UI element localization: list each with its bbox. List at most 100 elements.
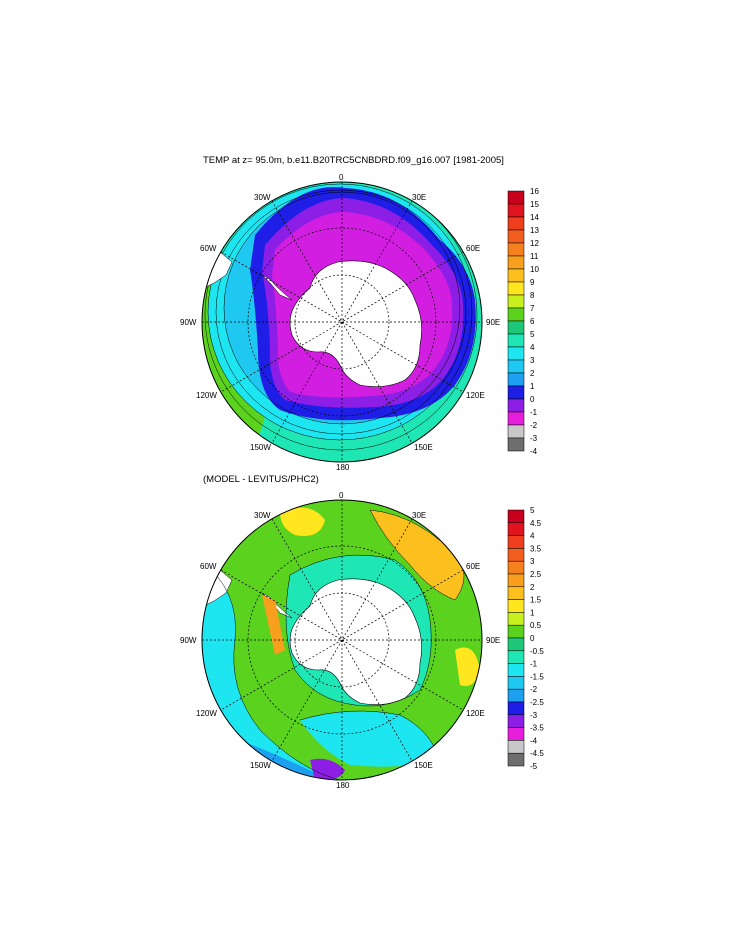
bottom-graticule: [202, 500, 482, 780]
bottom-lon-0: 0: [339, 491, 344, 500]
top-graticule: [202, 182, 482, 462]
bottom-colorbar-tick-label: 4: [530, 532, 535, 541]
top-colorbar-swatch: [507, 385, 525, 400]
top-colorbar-tick-label: 14: [530, 213, 539, 222]
bottom-colorbar-swatch: [507, 560, 525, 575]
top-colorbar-swatch: [507, 255, 525, 270]
top-colorbar-swatch: [507, 190, 525, 205]
top-colorbar-swatch: [507, 437, 525, 452]
bottom-colorbar-swatch: [507, 752, 525, 767]
top-colorbar-tick-label: 12: [530, 239, 539, 248]
bottom-colorbar-tick-label: -3: [530, 711, 538, 720]
bottom-colorbar-swatch: [507, 688, 525, 703]
bottom-colorbar-swatch: [507, 676, 525, 690]
bottom-lon-labels: 0 30E 60E 90E 120E 150E 180 150W 120W 90…: [180, 491, 500, 790]
bottom-colorbar-swatch: [507, 509, 525, 524]
bottom-colorbar-swatch: [507, 522, 525, 536]
top-colorbar-swatch: [507, 398, 525, 413]
top-colorbar-swatch: [507, 372, 525, 387]
bottom-colorbar-tick-label: -5: [530, 762, 538, 771]
bottom-colorbar-swatch: [507, 586, 525, 600]
top-colorbar-tick-label: 13: [530, 226, 539, 235]
top-colorbar-tick-label: 15: [530, 200, 539, 209]
top-colorbar-tick-label: 8: [530, 291, 535, 300]
bottom-colorbar-tick-label: -1.5: [530, 672, 544, 681]
top-colorbar-swatch: [507, 359, 525, 374]
bottom-colorbar-tick-label: 2.5: [530, 570, 542, 579]
bottom-lon-180: 180: [336, 781, 350, 790]
bottom-colorbar-swatch: [507, 663, 525, 677]
bottom-colorbar-swatch: [507, 573, 525, 588]
bottom-colorbar-tick-label: 2: [530, 583, 535, 592]
top-map-title: TEMP at z= 95.0m, b.e11.B20TRC5CNBDRD.f0…: [203, 155, 504, 166]
top-colorbar-tick-label: -4: [530, 447, 538, 456]
top-colorbar-swatch: [507, 333, 525, 348]
top-polar-map: 0 30E 60E 90E 120E 150E 180 150W 120W 90…: [180, 173, 500, 472]
bottom-colorbar-tick-label: 0.5: [530, 621, 542, 630]
top-lon-90e: 90E: [486, 318, 500, 327]
bottom-colorbar-swatch: [507, 714, 525, 728]
bottom-lon-90w: 90W: [180, 636, 197, 645]
bottom-map-title: (MODEL - LEVITUS/PHC2): [203, 474, 319, 485]
bottom-colorbar-swatch: [507, 535, 525, 549]
top-colorbar-swatch: [507, 411, 525, 426]
bottom-colorbar-tick-label: 1: [530, 608, 535, 617]
bottom-colorbar-swatch: [507, 637, 525, 652]
bottom-lon-120w: 120W: [196, 709, 217, 718]
bottom-colorbar-tick-label: -0.5: [530, 647, 544, 656]
top-colorbar-tick-label: 7: [530, 304, 535, 313]
bottom-colorbar-tick-label: -2: [530, 685, 538, 694]
bottom-lon-120e: 120E: [466, 709, 485, 718]
top-colorbar-swatch: [507, 346, 525, 361]
top-colorbar-swatch: [507, 320, 525, 335]
bottom-lon-90e: 90E: [486, 636, 500, 645]
top-lon-150e: 150E: [414, 443, 433, 452]
top-lon-60e: 60E: [466, 244, 480, 253]
bottom-colorbar-swatch: [507, 701, 525, 716]
bottom-lon-30e: 30E: [412, 511, 426, 520]
bottom-colorbar-swatch: [507, 740, 525, 754]
bottom-colorbar-tick-label: -3.5: [530, 724, 544, 733]
bottom-colorbar-swatch: [507, 650, 525, 664]
top-colorbar-tick-label: 4: [530, 343, 535, 352]
bottom-lon-60e: 60E: [466, 562, 480, 571]
top-colorbar-tick-label: 2: [530, 369, 535, 378]
top-lon-30w: 30W: [254, 193, 271, 202]
top-lon-120w: 120W: [196, 391, 217, 400]
top-colorbar-tick-label: 10: [530, 265, 539, 274]
bottom-colorbar-tick-label: 5: [530, 506, 535, 515]
top-colorbar-tick-label: 9: [530, 278, 535, 287]
top-colorbar-tick-label: -2: [530, 421, 538, 430]
bottom-colorbar-tick-label: 3: [530, 557, 535, 566]
top-colorbar-tick-label: 5: [530, 330, 535, 339]
top-colorbar-tick-label: 16: [530, 187, 539, 196]
bottom-colorbar-swatch: [507, 727, 525, 741]
top-colorbar-swatch: [507, 268, 525, 283]
top-colorbar-tick-label: 3: [530, 356, 535, 365]
top-lon-180: 180: [336, 463, 350, 472]
bottom-colorbar-tick-label: 4.5: [530, 519, 542, 528]
top-lon-60w: 60W: [200, 244, 217, 253]
top-colorbar-swatch: [507, 216, 525, 231]
top-colorbar-swatch: [507, 307, 525, 322]
top-lon-30e: 30E: [412, 193, 426, 202]
top-colorbar-swatch: [507, 424, 525, 439]
top-colorbar-tick-label: -1: [530, 408, 538, 417]
top-lon-0: 0: [339, 173, 344, 182]
top-colorbar-swatch: [507, 281, 525, 296]
bottom-lon-150e: 150E: [414, 761, 433, 770]
bottom-colorbar-swatch: [507, 548, 525, 562]
bottom-colorbar-swatch: [507, 624, 525, 639]
top-lon-150w: 150W: [250, 443, 271, 452]
bottom-map-border: [201, 499, 483, 781]
bottom-polar-map: 0 30E 60E 90E 120E 150E 180 150W 120W 90…: [180, 491, 500, 790]
top-colorbar-swatch: [507, 203, 525, 218]
bottom-colorbar: 5 4.5 4 3.5 3 2.5 2 1.5 1 0.5 0 -0.5 -1 -1.5 -2 -2.5 -3 -…: [507, 506, 544, 771]
top-lon-labels: 0 30E 60E 90E 120E 150E 180 150W 120W 90…: [180, 173, 500, 472]
bottom-colorbar-swatch: [507, 612, 525, 626]
bottom-colorbar-tick-label: 3.5: [530, 544, 542, 553]
top-colorbar-tick-label: 11: [530, 252, 539, 261]
top-lon-90w: 90W: [180, 318, 197, 327]
